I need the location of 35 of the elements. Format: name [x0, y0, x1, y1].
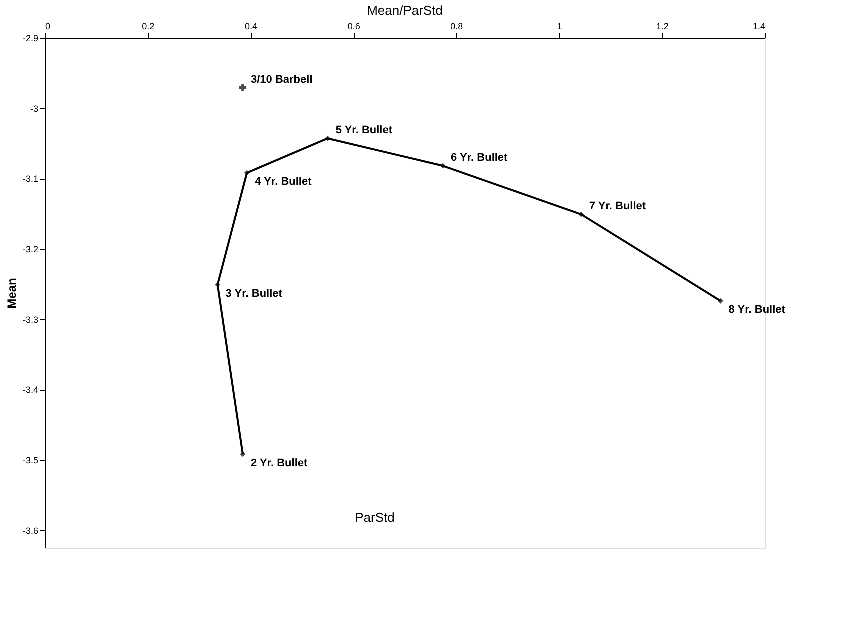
- point: [239, 84, 247, 92]
- annotation: 3 Yr. Bullet: [226, 288, 283, 300]
- chart-title: Mean/ParStd: [367, 3, 443, 18]
- x-tick-label: 1: [557, 22, 562, 32]
- point: [215, 282, 221, 288]
- x-axis-title: ParStd: [355, 510, 395, 525]
- y-tick-label: -3.1: [22, 174, 38, 184]
- y-tick-label: -3: [30, 104, 38, 114]
- point: [578, 212, 584, 218]
- annotation: 4 Yr. Bullet: [255, 176, 312, 188]
- annotation: 7 Yr. Bullet: [589, 200, 646, 213]
- y-tick-label: -3.2: [22, 244, 38, 255]
- x-tick-label: 0: [46, 22, 51, 32]
- annotation: 2 Yr. Bullet: [251, 457, 308, 470]
- point: [440, 163, 446, 169]
- x-tick-label: 1.2: [656, 22, 669, 32]
- point: [244, 170, 250, 176]
- y-tick-label: -2.9: [22, 34, 38, 44]
- point: [718, 298, 724, 304]
- annotation: 5 Yr. Bullet: [336, 124, 393, 137]
- point: [325, 136, 331, 142]
- annotation: 3/10 Barbell: [251, 74, 313, 86]
- y-tick-label: -3.6: [22, 526, 38, 536]
- point: [240, 452, 246, 458]
- x-tick-label: 0.4: [244, 22, 258, 32]
- y-tick-label: -3.5: [22, 456, 38, 466]
- y-tick-label: -3.4: [22, 385, 38, 396]
- x-tick-label: 0.8: [450, 22, 464, 32]
- y-tick-label: -3.3: [22, 314, 38, 325]
- x-tick-label: 0.2: [142, 22, 155, 32]
- y-axis-title: Mean: [4, 278, 19, 309]
- annotation: 6 Yr. Bullet: [451, 152, 508, 164]
- x-tick-label: 0.6: [348, 22, 360, 32]
- annotation: 8 Yr. Bullet: [728, 304, 786, 316]
- x-tick-label: 1.4: [752, 22, 766, 32]
